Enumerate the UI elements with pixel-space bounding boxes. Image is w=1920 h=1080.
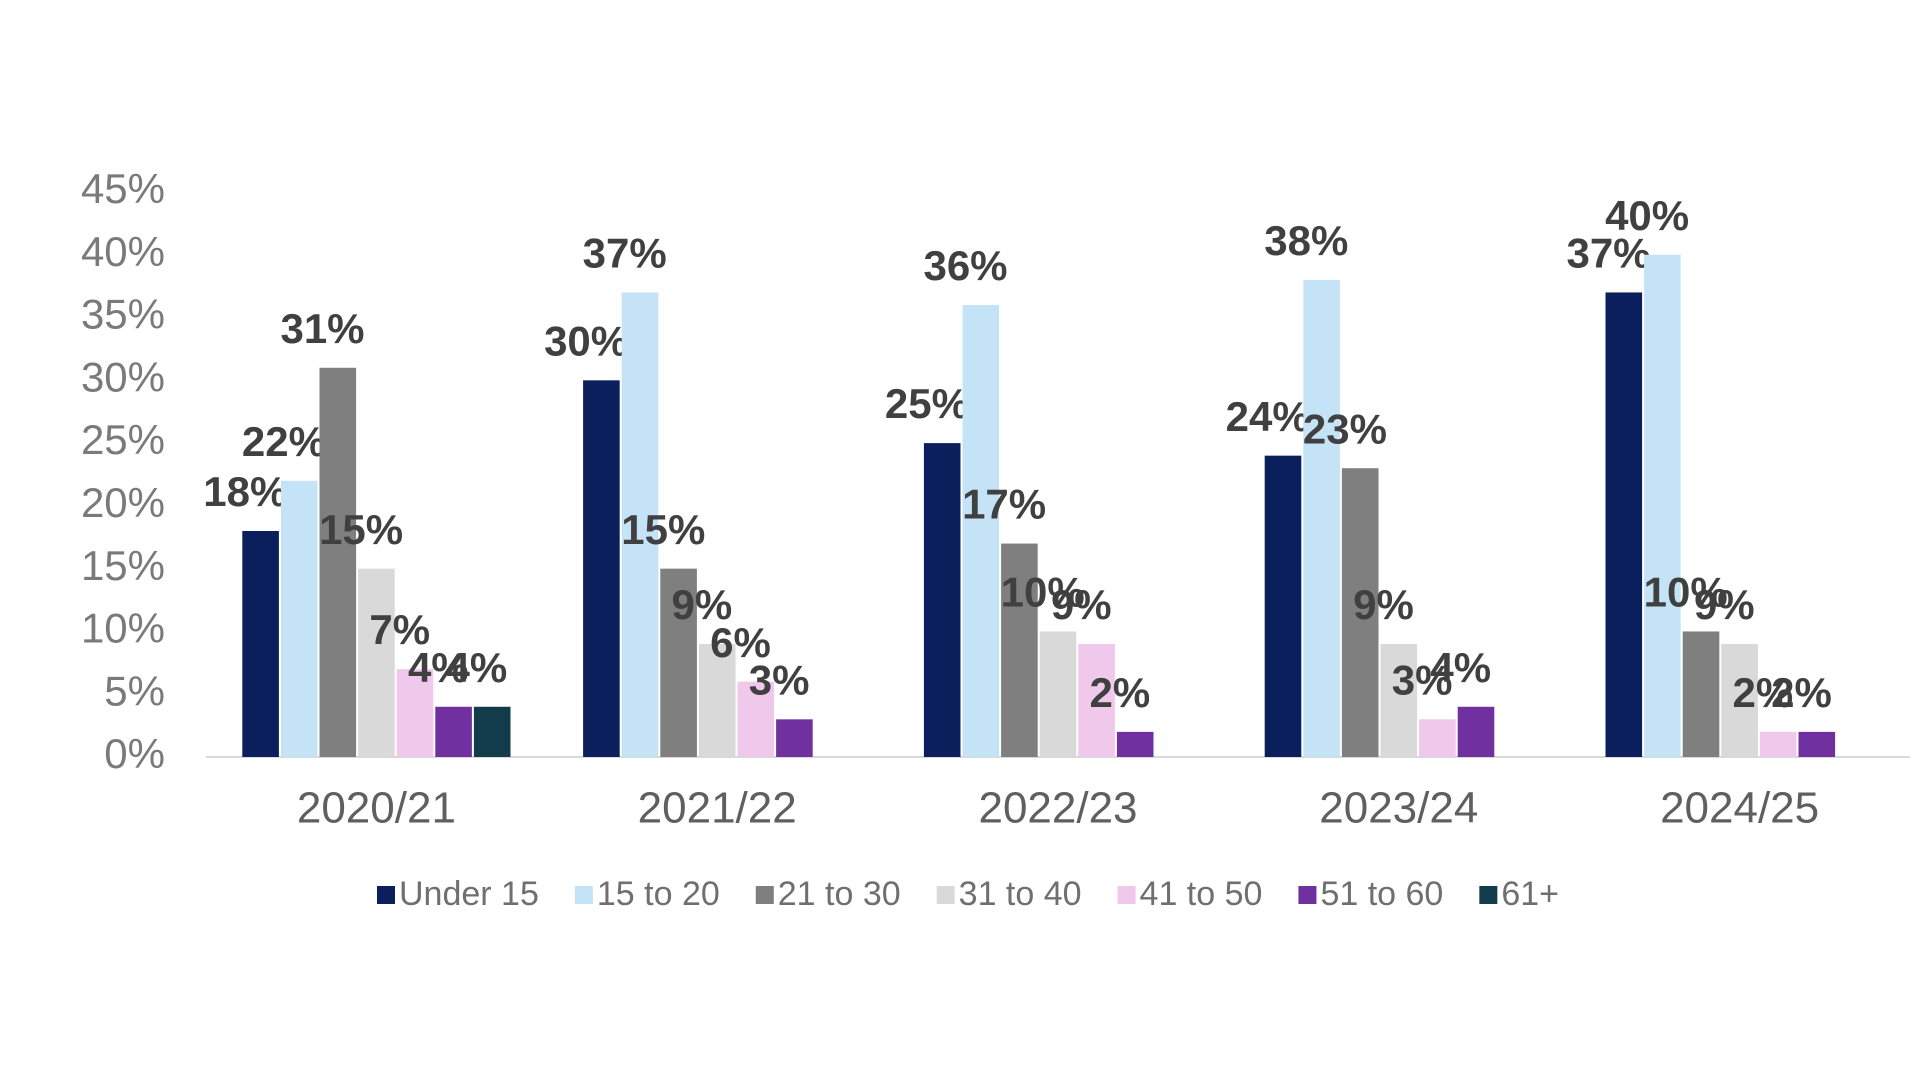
x-tick-label: 2023/24 [1319, 784, 1478, 833]
bar [698, 644, 736, 757]
data-label: 9% [1353, 581, 1414, 628]
legend-label: 51 to 60 [1320, 875, 1443, 913]
data-label: 22% [242, 418, 326, 465]
data-label: 9% [1051, 581, 1112, 628]
x-tick-label: 2020/21 [297, 784, 456, 833]
bar [1001, 543, 1038, 757]
data-label: 40% [1605, 192, 1689, 239]
y-tick-label: 5% [104, 667, 165, 714]
legend-swatch [574, 886, 593, 904]
y-tick-label: 35% [81, 291, 165, 338]
y-tick-label: 0% [104, 730, 165, 777]
data-label: 3% [1392, 656, 1453, 703]
y-tick-label: 10% [81, 605, 165, 652]
legend-swatch [1117, 886, 1136, 904]
legend-swatch [1479, 886, 1498, 904]
y-tick-label: 40% [81, 228, 165, 275]
legend-swatch [755, 886, 774, 904]
data-label: 15% [621, 506, 705, 553]
bar [1264, 455, 1302, 757]
bar [621, 292, 659, 757]
bar [1380, 644, 1418, 757]
x-tick-label: 2024/25 [1660, 784, 1819, 833]
legend-label: 21 to 30 [778, 875, 901, 913]
data-label: 3% [749, 656, 810, 703]
bar [737, 681, 775, 757]
bar [358, 568, 395, 757]
data-label: 15% [319, 506, 403, 553]
y-tick-label: 25% [81, 416, 165, 463]
data-label: 6% [710, 619, 771, 666]
data-label: 37% [583, 230, 667, 277]
bar [583, 380, 620, 757]
bar [1039, 631, 1077, 757]
bar [1457, 706, 1495, 757]
bar [1759, 731, 1797, 757]
data-label: 2% [1090, 669, 1151, 716]
bar [1116, 731, 1154, 757]
legend-label: 15 to 20 [597, 875, 720, 913]
data-label: 24% [1226, 393, 1310, 440]
legend-swatch [377, 886, 395, 904]
bar [1605, 292, 1643, 757]
bar [1419, 719, 1456, 757]
legend-label: 41 to 50 [1140, 875, 1263, 913]
bar [280, 480, 318, 757]
data-label: 4% [447, 644, 508, 691]
data-label: 38% [1264, 217, 1348, 264]
bar [1721, 644, 1758, 757]
data-label: 25% [885, 380, 969, 427]
legend-label: Under 15 [399, 875, 539, 913]
legend-swatch [936, 886, 955, 904]
legend-label: 61+ [1501, 875, 1559, 913]
x-tick-label: 2021/22 [638, 784, 797, 833]
data-label: 18% [203, 468, 287, 515]
legend-swatch [1298, 886, 1317, 904]
data-label: 7% [369, 606, 430, 653]
data-label: 4% [408, 644, 469, 691]
bar [1798, 731, 1836, 757]
y-tick-label: 30% [81, 353, 165, 400]
y-tick-label: 45% [81, 165, 165, 212]
data-label: 2% [1733, 669, 1794, 716]
data-label: 30% [544, 317, 628, 364]
y-tick-label: 15% [81, 542, 165, 589]
bar [435, 706, 472, 757]
y-tick-label: 20% [81, 479, 165, 526]
data-label: 10% [1001, 569, 1085, 616]
data-label: 23% [1303, 405, 1387, 452]
bar [396, 669, 434, 757]
bar [242, 531, 279, 757]
bar [319, 367, 357, 757]
bar [1341, 468, 1379, 757]
bar [962, 305, 1000, 757]
bar [1644, 254, 1681, 757]
bar [1303, 279, 1340, 757]
bar [923, 443, 961, 757]
data-label: 9% [1694, 581, 1755, 628]
data-label: 37% [1566, 230, 1650, 277]
data-label: 2% [1771, 669, 1832, 716]
data-label: 31% [280, 305, 364, 352]
data-label: 9% [672, 581, 733, 628]
bar [473, 706, 511, 757]
x-tick-label: 2022/23 [978, 784, 1137, 833]
legend-label: 31 to 40 [959, 875, 1082, 913]
data-label: 4% [1430, 644, 1491, 691]
bar [660, 568, 697, 757]
data-label: 36% [923, 242, 1007, 289]
bar [1682, 631, 1720, 757]
bar [776, 719, 813, 757]
bar [1078, 644, 1115, 757]
data-label: 17% [962, 481, 1046, 528]
data-label: 10% [1644, 569, 1728, 616]
